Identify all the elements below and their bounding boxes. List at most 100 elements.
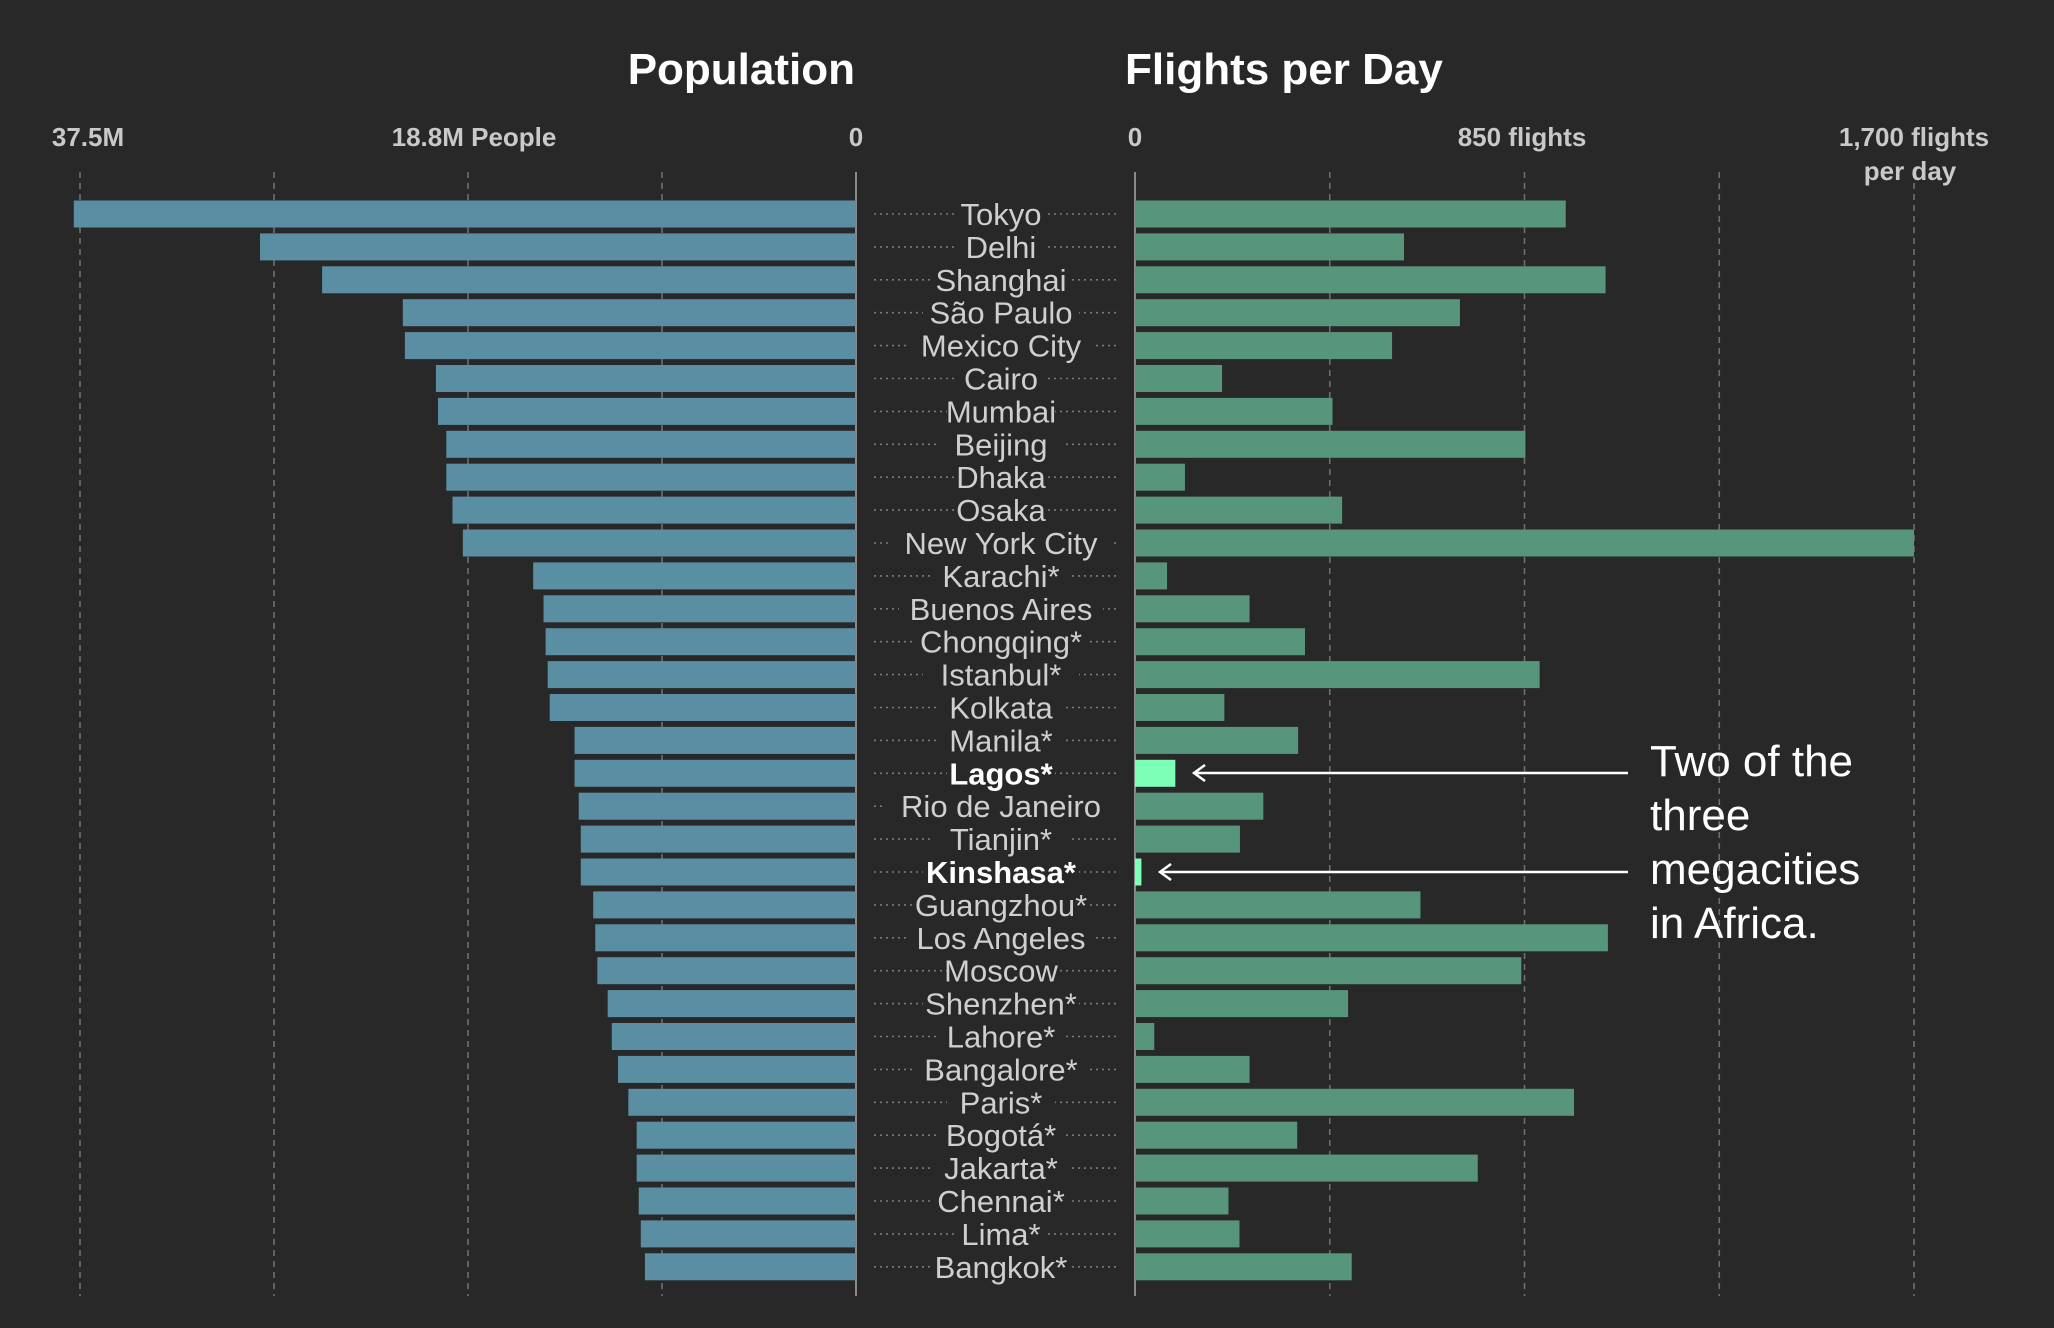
annotation-line-2: three [1650, 791, 1750, 840]
city-label-chennai: Chennai* [937, 1184, 1065, 1219]
city-label-bg-istanbul [923, 659, 1079, 690]
flights-bar-lahore [1135, 1023, 1155, 1050]
flights-bar-lagos [1135, 759, 1176, 787]
flights-bar-istanbul [1135, 661, 1540, 689]
population-bar-lagos [574, 759, 856, 787]
city-label-bg-osaka [955, 495, 1047, 526]
city-label-bg-kinshasa [923, 857, 1079, 887]
city-label-bg-shanghai [931, 264, 1071, 295]
flights-bar-kolkata [1135, 694, 1225, 721]
city-label-rio-de-janeiro: Rio de Janeiro [901, 789, 1101, 824]
city-label-guangzhou: Guangzhou* [915, 888, 1087, 923]
city-label-tianjin: Tianjin* [950, 822, 1052, 857]
city-label-buenos-aires: Buenos Aires [910, 592, 1093, 627]
city-label-bg-tianjin [931, 824, 1071, 855]
annotation-line-4: in Africa. [1650, 899, 1819, 948]
flights-bar-bogota [1135, 1121, 1298, 1149]
city-label-bg-karachi [931, 560, 1071, 591]
city-label-shenzhen: Shenzhen* [925, 987, 1077, 1022]
population-bar-istanbul [547, 661, 856, 689]
city-label-bg-bangkok [931, 1251, 1071, 1282]
population-bar-beijing [446, 430, 856, 458]
city-label-bg-lahore [939, 1021, 1063, 1052]
flights-tick-label-max: 1,700 flights [1839, 122, 1989, 152]
flights-bar-osaka [1135, 496, 1343, 524]
flights-bar-dhaka [1135, 463, 1185, 491]
population-bar-buenos-aires [543, 595, 856, 623]
city-label-bg-mumbai [947, 396, 1055, 427]
city-label-bg-manila [939, 725, 1063, 756]
flights-bar-guangzhou [1135, 891, 1421, 919]
population-bar-los-angeles [595, 924, 856, 952]
city-label-dhaka: Dhaka [956, 460, 1046, 495]
city-label-bg-kolkata [939, 692, 1063, 723]
city-label-bg-delhi [955, 231, 1047, 262]
flights-bar-rio-de-janeiro [1135, 792, 1264, 820]
city-label-bg-chongqing [915, 626, 1087, 657]
city-label-delhi: Delhi [966, 230, 1037, 265]
bars [73, 200, 1914, 1281]
lagos-arrowhead [1191, 763, 1206, 783]
flights-bar-sao-paulo [1135, 299, 1460, 327]
city-label-bg-mexico-city [907, 330, 1095, 361]
city-label-karachi: Karachi* [942, 559, 1059, 594]
city-label-bg-tokyo [955, 199, 1047, 229]
population-bar-rio-de-janeiro [578, 792, 856, 820]
population-bar-bogota [636, 1121, 856, 1149]
flights-bar-tianjin [1135, 825, 1240, 853]
population-bar-lima [640, 1220, 856, 1248]
city-label-istanbul: Istanbul* [941, 658, 1062, 693]
population-bar-bangkok [644, 1253, 856, 1281]
city-label-bg-beijing [939, 429, 1063, 460]
kinshasa-arrowhead [1157, 862, 1172, 882]
city-label-kinshasa: Kinshasa* [926, 855, 1077, 890]
city-label-lima: Lima* [961, 1217, 1040, 1252]
flights-bar-lima [1135, 1220, 1240, 1248]
flights-bar-mexico-city [1135, 332, 1393, 360]
city-label-bg-jakarta [931, 1153, 1071, 1184]
city-label-bg-bogota [939, 1120, 1063, 1151]
annotation-line-3: megacities [1650, 845, 1860, 894]
city-label-bogota: Bogotá* [946, 1118, 1056, 1153]
city-label-bg-bangalore [915, 1054, 1087, 1085]
city-label-chongqing: Chongqing* [920, 625, 1082, 660]
flights-bar-los-angeles [1135, 924, 1608, 952]
flights-tick-label-zero: 0 [1128, 122, 1142, 152]
city-label-bg-cairo [955, 363, 1047, 394]
city-label-bg-moscow [947, 955, 1055, 986]
flights-bar-beijing [1135, 430, 1526, 458]
population-bar-osaka [452, 496, 856, 524]
population-bar-manila [574, 726, 856, 754]
city-label-kolkata: Kolkata [949, 691, 1053, 726]
annotation-line-1: Two of the [1650, 737, 1853, 786]
population-bar-jakarta [636, 1154, 856, 1182]
city-label-bg-sao-paulo [923, 297, 1079, 328]
city-label-bg-los-angeles [907, 922, 1095, 953]
flights-bar-shanghai [1135, 266, 1606, 294]
city-label-bg-new-york-city [891, 528, 1111, 558]
city-label-paris: Paris* [960, 1085, 1043, 1120]
flights-bar-delhi [1135, 233, 1404, 261]
city-label-bg-guangzhou [915, 889, 1087, 920]
population-bar-guangzhou [593, 891, 856, 919]
population-bar-bangalore [618, 1055, 856, 1083]
city-label-osaka: Osaka [956, 493, 1046, 528]
population-bar-paris [628, 1088, 856, 1116]
flights-bar-buenos-aires [1135, 595, 1250, 623]
city-label-bg-buenos-aires [899, 593, 1103, 624]
city-label-bangkok: Bangkok* [935, 1250, 1068, 1285]
city-label-bg-lima [955, 1218, 1047, 1249]
population-bar-shanghai [322, 266, 856, 294]
city-label-mumbai: Mumbai [946, 394, 1056, 429]
city-label-bg-lagos [947, 758, 1055, 789]
city-label-mexico-city: Mexico City [921, 329, 1082, 364]
population-bar-chongqing [545, 628, 856, 656]
population-bar-karachi [533, 562, 856, 590]
population-bar-kolkata [549, 694, 856, 721]
flights-bar-bangkok [1135, 1253, 1352, 1281]
city-label-shanghai: Shanghai [935, 263, 1066, 298]
city-label-jakarta: Jakarta* [944, 1151, 1058, 1186]
flights-bar-karachi [1135, 562, 1168, 590]
city-label-beijing: Beijing [954, 427, 1047, 462]
